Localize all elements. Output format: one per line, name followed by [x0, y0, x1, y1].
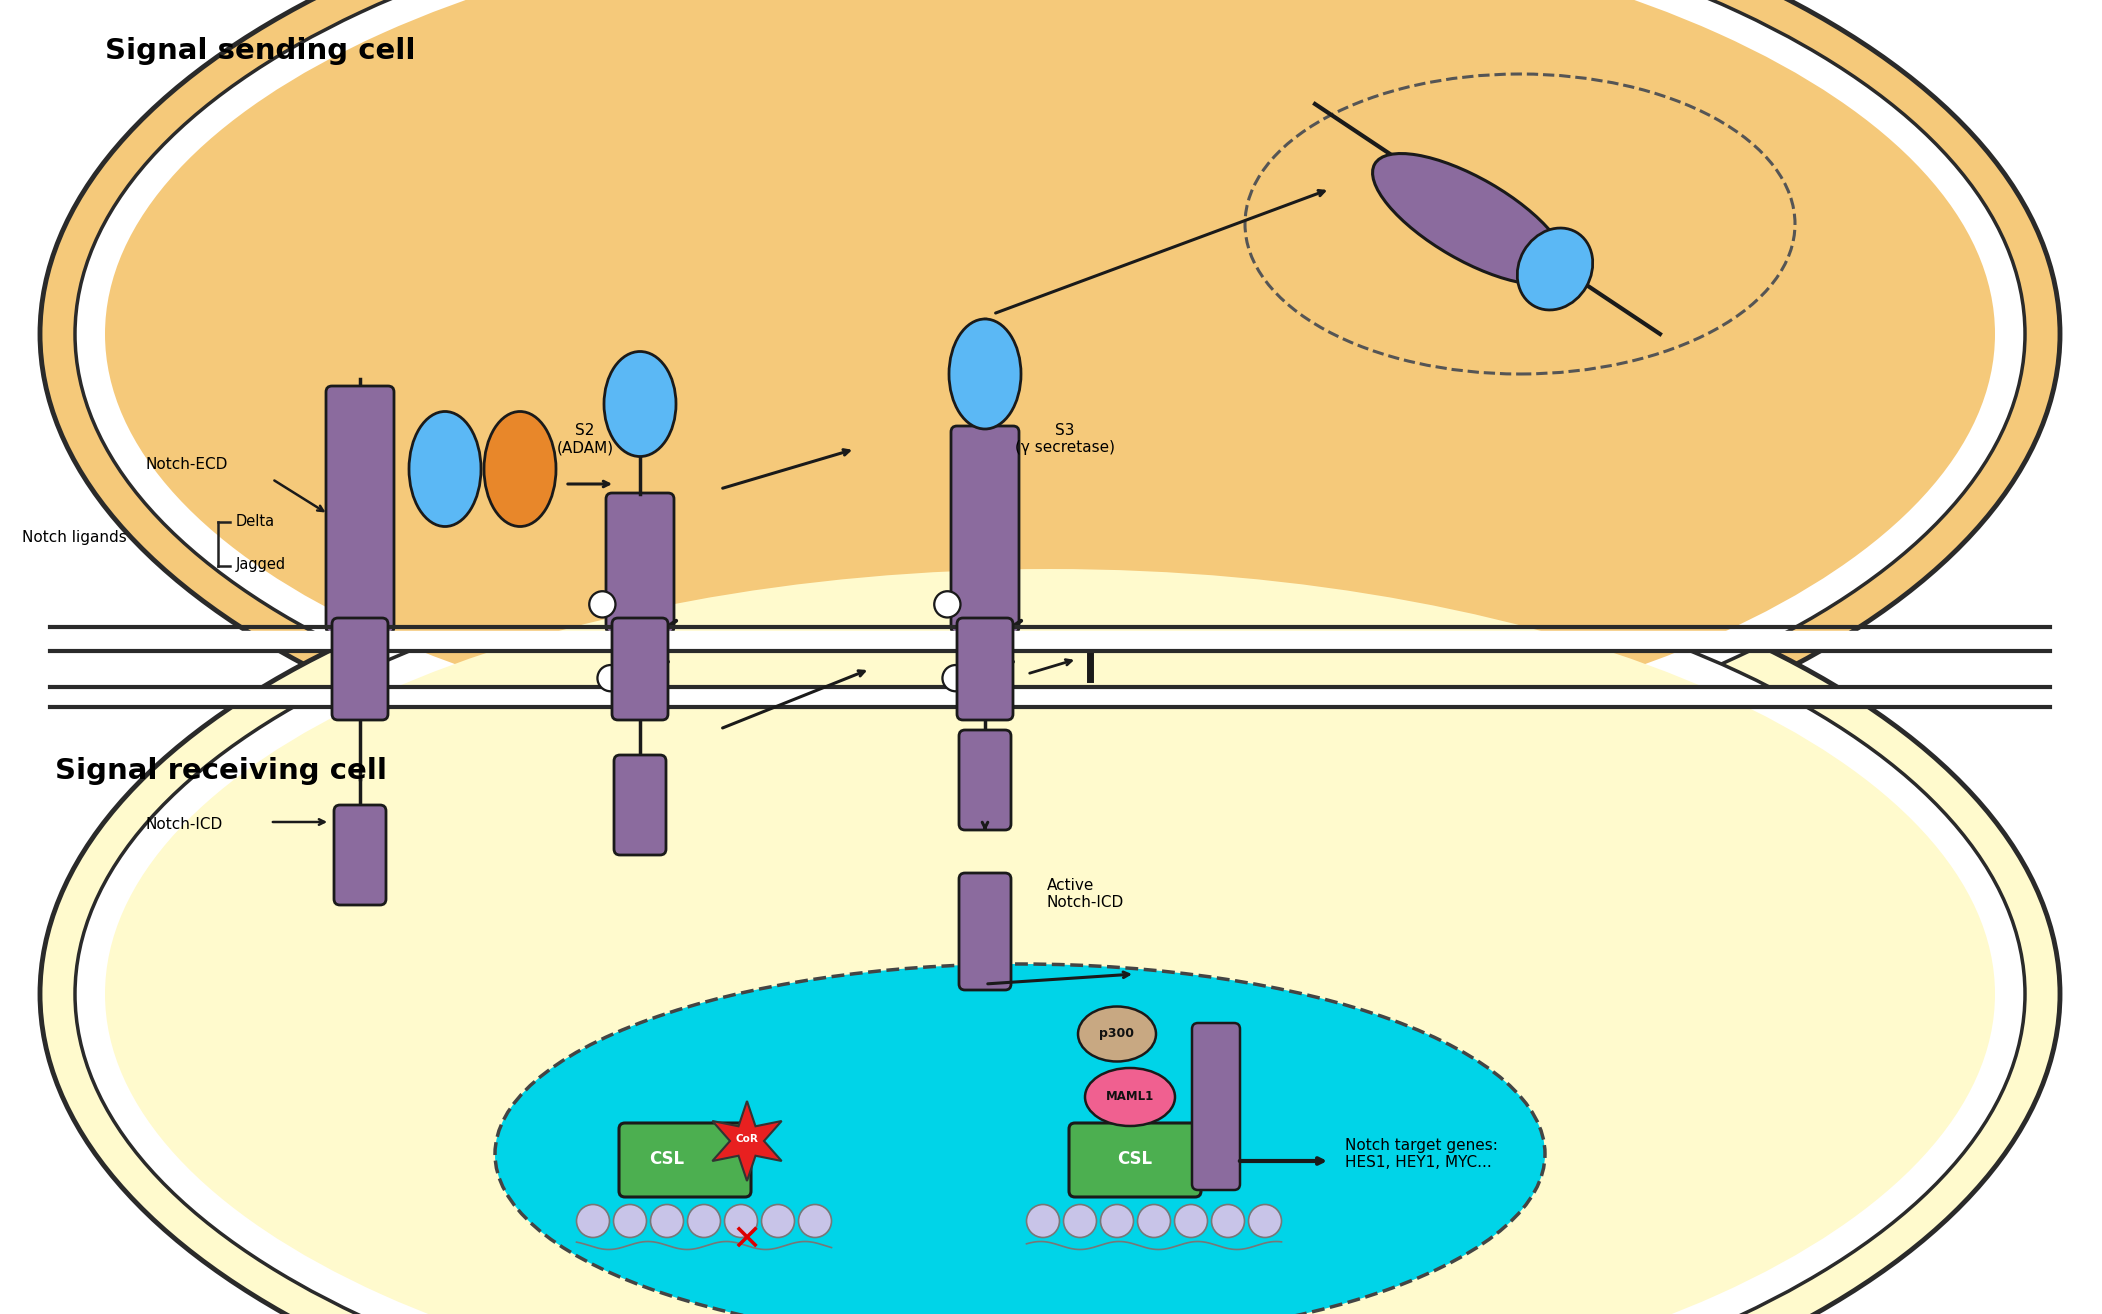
Text: Active
Notch-ICD: Active Notch-ICD: [1047, 878, 1125, 911]
FancyBboxPatch shape: [612, 618, 668, 720]
Circle shape: [597, 665, 624, 691]
Circle shape: [799, 1205, 832, 1238]
Text: S3
(γ secretase): S3 (γ secretase): [1015, 423, 1114, 455]
Text: CSL: CSL: [650, 1150, 685, 1168]
Ellipse shape: [603, 352, 677, 456]
Circle shape: [1211, 1205, 1244, 1238]
Polygon shape: [713, 1101, 782, 1181]
FancyBboxPatch shape: [614, 756, 666, 855]
Circle shape: [637, 631, 654, 646]
Ellipse shape: [948, 319, 1022, 428]
Circle shape: [933, 591, 961, 618]
Ellipse shape: [76, 539, 2024, 1314]
Text: CSL: CSL: [1118, 1150, 1152, 1168]
Text: Notch-ICD: Notch-ICD: [145, 817, 223, 832]
FancyBboxPatch shape: [334, 805, 387, 905]
FancyBboxPatch shape: [618, 1123, 750, 1197]
Circle shape: [1026, 1205, 1059, 1238]
Ellipse shape: [410, 411, 481, 527]
Text: Notch-ECD: Notch-ECD: [145, 457, 227, 472]
FancyBboxPatch shape: [950, 426, 1019, 633]
Circle shape: [1101, 1205, 1133, 1238]
Circle shape: [761, 1205, 795, 1238]
Ellipse shape: [494, 964, 1545, 1314]
Ellipse shape: [483, 411, 557, 527]
Ellipse shape: [1085, 1068, 1175, 1126]
FancyBboxPatch shape: [605, 493, 675, 633]
FancyBboxPatch shape: [332, 618, 389, 720]
Text: S2
(ADAM): S2 (ADAM): [557, 423, 614, 455]
Ellipse shape: [40, 505, 2060, 1314]
FancyBboxPatch shape: [1192, 1024, 1240, 1190]
Ellipse shape: [105, 569, 1995, 1314]
Ellipse shape: [76, 0, 2024, 788]
Text: Jagged: Jagged: [235, 557, 286, 572]
Circle shape: [576, 1205, 610, 1238]
Circle shape: [1137, 1205, 1171, 1238]
Ellipse shape: [105, 0, 1995, 759]
Text: Notch target genes:
HES1, HEY1, MYC...: Notch target genes: HES1, HEY1, MYC...: [1345, 1138, 1499, 1171]
FancyBboxPatch shape: [956, 618, 1013, 720]
Text: CoR: CoR: [736, 1134, 759, 1144]
Circle shape: [942, 665, 969, 691]
Circle shape: [1249, 1205, 1282, 1238]
Ellipse shape: [1518, 229, 1593, 310]
Circle shape: [687, 1205, 721, 1238]
Text: MAML1: MAML1: [1106, 1091, 1154, 1104]
FancyBboxPatch shape: [1070, 1123, 1200, 1197]
Text: Signal sending cell: Signal sending cell: [105, 37, 416, 64]
Circle shape: [1175, 1205, 1207, 1238]
Text: p300: p300: [1099, 1028, 1135, 1041]
Text: Signal receiving cell: Signal receiving cell: [55, 757, 387, 784]
FancyBboxPatch shape: [959, 872, 1011, 989]
Circle shape: [614, 1205, 647, 1238]
Ellipse shape: [1078, 1007, 1156, 1062]
Text: Delta: Delta: [235, 514, 275, 528]
Circle shape: [650, 1205, 683, 1238]
Ellipse shape: [1373, 154, 1568, 284]
FancyBboxPatch shape: [959, 731, 1011, 830]
FancyBboxPatch shape: [326, 386, 393, 633]
Circle shape: [1064, 1205, 1097, 1238]
Circle shape: [982, 631, 998, 646]
Circle shape: [589, 591, 616, 618]
Ellipse shape: [40, 0, 2060, 824]
Text: ✕: ✕: [731, 1225, 763, 1257]
Text: Notch ligands: Notch ligands: [21, 530, 126, 545]
Circle shape: [725, 1205, 757, 1238]
